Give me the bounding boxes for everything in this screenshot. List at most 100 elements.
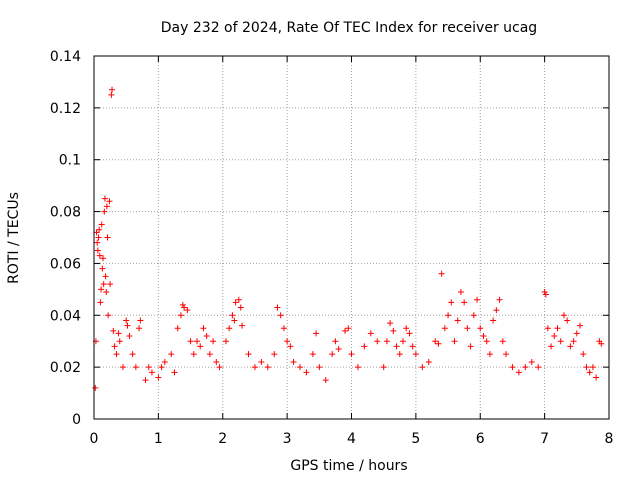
data-point bbox=[231, 317, 238, 324]
data-point bbox=[181, 304, 188, 311]
data-point bbox=[309, 351, 316, 358]
data-point bbox=[345, 325, 352, 332]
data-point bbox=[560, 312, 567, 319]
data-point bbox=[509, 364, 516, 371]
data-point bbox=[274, 304, 281, 311]
data-point bbox=[145, 364, 152, 371]
data-point bbox=[100, 255, 107, 262]
data-point bbox=[251, 364, 258, 371]
grid-lines bbox=[94, 56, 609, 419]
data-point bbox=[393, 343, 400, 350]
data-point bbox=[103, 203, 110, 210]
data-point bbox=[161, 358, 168, 365]
data-point bbox=[136, 325, 143, 332]
data-point bbox=[98, 286, 105, 293]
data-point bbox=[445, 312, 452, 319]
data-point bbox=[580, 351, 587, 358]
data-point bbox=[528, 358, 535, 365]
data-point bbox=[486, 351, 493, 358]
data-point bbox=[102, 273, 109, 280]
data-point bbox=[108, 91, 115, 98]
data-point bbox=[123, 317, 130, 324]
data-point bbox=[577, 322, 584, 329]
data-point bbox=[425, 358, 432, 365]
data-point bbox=[419, 364, 426, 371]
data-point bbox=[110, 327, 117, 334]
data-point bbox=[441, 325, 448, 332]
data-point bbox=[361, 343, 368, 350]
data-point bbox=[589, 364, 596, 371]
data-point bbox=[557, 338, 564, 345]
x-tick-label: 7 bbox=[540, 431, 549, 447]
data-point bbox=[287, 343, 294, 350]
data-point bbox=[467, 343, 474, 350]
data-point bbox=[177, 312, 184, 319]
data-point bbox=[194, 338, 200, 345]
x-axis-title: GPS time / hours bbox=[290, 458, 407, 474]
data-point bbox=[92, 384, 99, 391]
data-point bbox=[586, 369, 593, 376]
x-tick-label: 5 bbox=[411, 431, 420, 447]
data-point bbox=[435, 340, 442, 347]
data-point bbox=[96, 252, 103, 259]
data-point bbox=[593, 374, 600, 381]
data-point bbox=[213, 358, 220, 365]
data-point bbox=[116, 338, 123, 345]
data-point bbox=[148, 369, 155, 376]
data-point bbox=[184, 307, 191, 314]
data-point bbox=[197, 343, 204, 350]
data-point bbox=[235, 296, 242, 303]
data-point bbox=[477, 325, 484, 332]
y-tick-label: 0 bbox=[72, 412, 81, 428]
data-point bbox=[451, 338, 458, 345]
data-point bbox=[206, 351, 213, 358]
data-point bbox=[583, 364, 590, 371]
x-tick-label: 1 bbox=[154, 431, 163, 447]
data-point bbox=[203, 333, 210, 340]
y-axis-title: ROTI / TECUs bbox=[6, 192, 22, 284]
data-point bbox=[564, 317, 571, 324]
data-point bbox=[237, 304, 244, 311]
data-point bbox=[155, 374, 162, 381]
data-point bbox=[101, 208, 108, 215]
data-point bbox=[200, 325, 207, 332]
data-point bbox=[470, 312, 477, 319]
data-point bbox=[111, 343, 118, 350]
data-point bbox=[551, 333, 558, 340]
data-point bbox=[354, 364, 361, 371]
data-point bbox=[229, 312, 236, 319]
chart-title: Day 232 of 2024, Rate Of TEC Index for r… bbox=[161, 20, 537, 36]
data-point bbox=[515, 369, 522, 376]
data-point bbox=[598, 340, 605, 347]
data-point bbox=[113, 351, 120, 358]
data-point bbox=[522, 364, 529, 371]
data-point bbox=[187, 338, 194, 345]
y-tick-label: 0.1 bbox=[59, 153, 81, 169]
data-point bbox=[245, 351, 252, 358]
data-point bbox=[541, 288, 548, 295]
data-point bbox=[567, 343, 574, 350]
data-point bbox=[342, 327, 349, 334]
data-point bbox=[493, 307, 500, 314]
data-point bbox=[115, 330, 122, 337]
data-point bbox=[271, 351, 278, 358]
data-point bbox=[93, 229, 100, 236]
data-point bbox=[544, 325, 551, 332]
data-point bbox=[132, 364, 139, 371]
data-point bbox=[503, 351, 509, 358]
data-point bbox=[103, 288, 110, 295]
data-point bbox=[461, 299, 468, 306]
x-tick-label: 0 bbox=[90, 431, 99, 447]
data-point bbox=[124, 322, 131, 329]
data-point bbox=[179, 301, 186, 308]
data-point bbox=[129, 351, 136, 358]
data-point bbox=[96, 226, 103, 233]
data-point bbox=[483, 338, 490, 345]
data-point bbox=[412, 351, 419, 358]
data-point bbox=[387, 320, 394, 327]
data-point bbox=[258, 358, 265, 365]
data-point bbox=[432, 338, 439, 345]
data-point bbox=[174, 325, 181, 332]
data-point bbox=[542, 291, 549, 298]
y-tick-label: 0.04 bbox=[50, 308, 81, 324]
